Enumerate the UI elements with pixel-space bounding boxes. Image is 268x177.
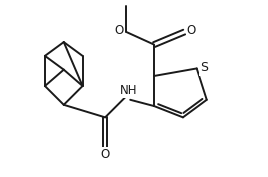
Text: O: O (187, 24, 196, 37)
Text: S: S (200, 61, 208, 74)
Text: NH: NH (120, 84, 137, 97)
Text: O: O (114, 24, 124, 37)
Text: O: O (100, 148, 110, 161)
